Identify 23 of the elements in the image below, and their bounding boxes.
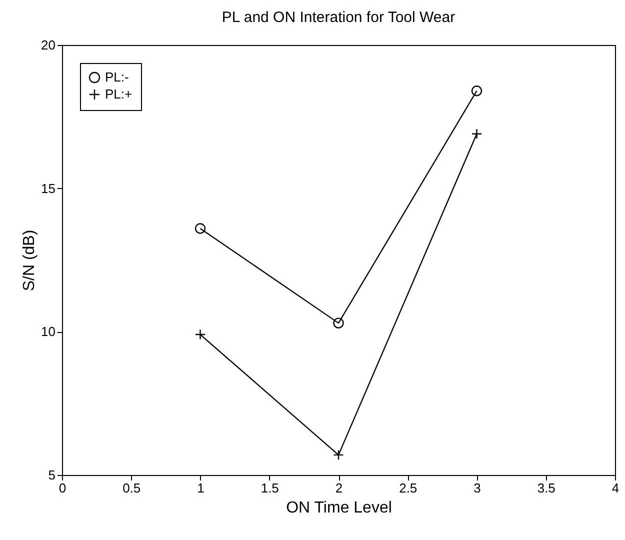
y-tick-label: 10 — [41, 324, 56, 340]
chart-title: PL and ON Interation for Tool Wear — [222, 9, 456, 26]
x-tick-label: 1.5 — [260, 480, 279, 496]
x-tick-label: 0.5 — [122, 480, 141, 496]
point — [194, 223, 206, 234]
x-axis-title: ON Time Level — [286, 500, 392, 516]
y-axis-title: S/N (dB) — [21, 230, 38, 292]
point — [333, 318, 344, 328]
point — [333, 450, 344, 460]
y-tick-label: 5 — [48, 468, 56, 482]
legend-label: PL:- — [105, 70, 129, 84]
x-tick-label: 4 — [612, 480, 620, 496]
x-tick-label: 0 — [58, 480, 66, 496]
x-tick-label: 3 — [474, 480, 481, 496]
x-tick-label: 1 — [197, 480, 204, 496]
point — [194, 329, 206, 340]
x-tick-label: 2 — [335, 480, 343, 496]
x-tick-label: 2.5 — [399, 480, 418, 496]
x-tick-label: 3.5 — [537, 480, 556, 496]
point — [471, 86, 482, 96]
y-tick-label: 15 — [41, 180, 56, 196]
legend-label: PL:+ — [105, 86, 132, 102]
y-tick-label: 20 — [41, 38, 56, 52]
